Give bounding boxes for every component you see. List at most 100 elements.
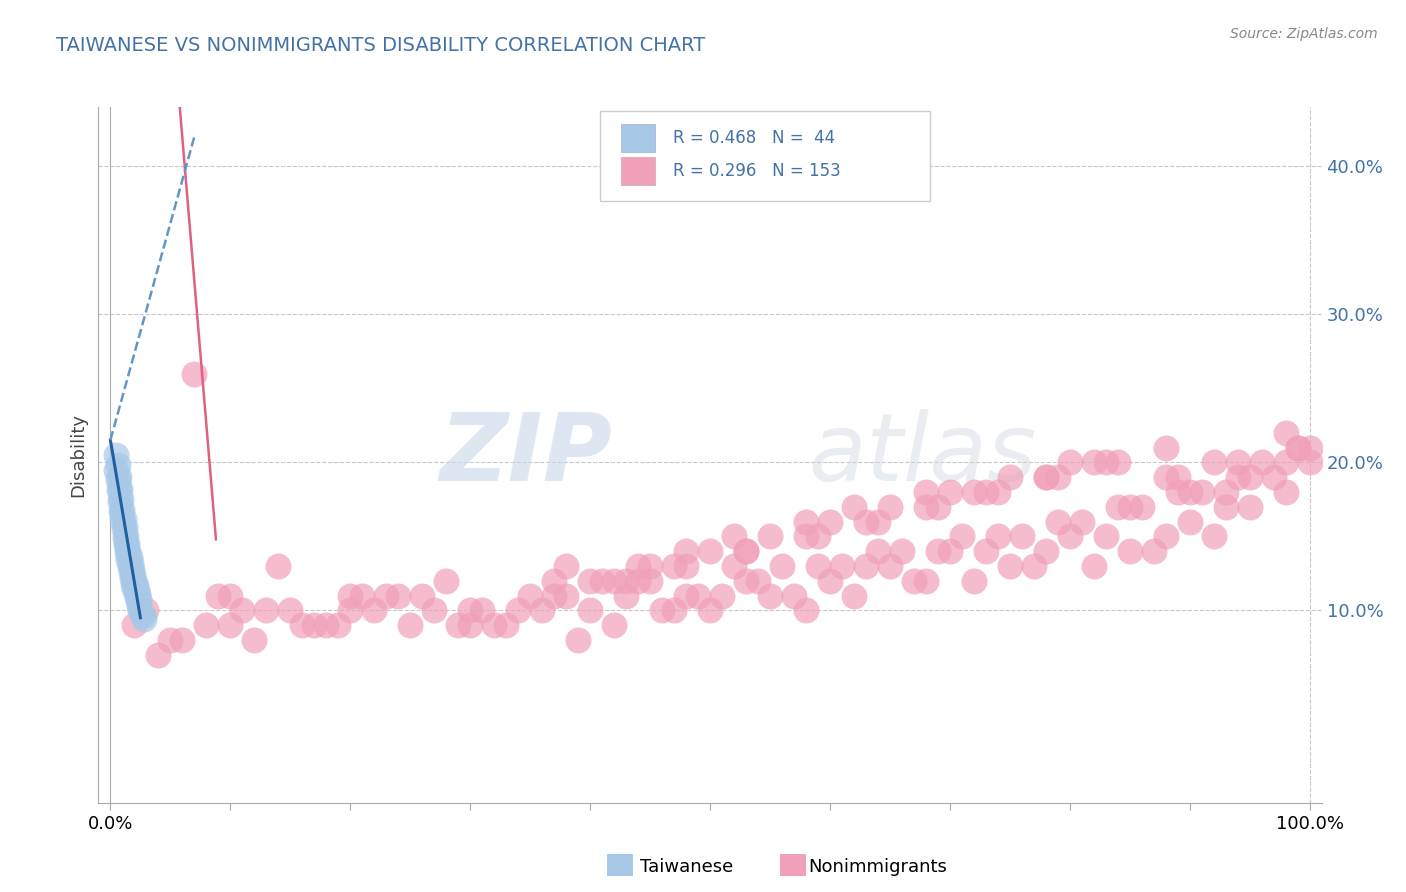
Text: atlas: atlas — [808, 409, 1036, 500]
Point — [131, 607, 153, 621]
Point — [267, 558, 290, 573]
Point — [127, 594, 149, 608]
Point — [122, 567, 145, 582]
Point — [118, 550, 141, 565]
Point — [770, 558, 793, 573]
Point — [110, 504, 132, 518]
Point — [939, 544, 962, 558]
Point — [159, 632, 181, 647]
Text: ZIP: ZIP — [439, 409, 612, 501]
Point — [125, 582, 148, 597]
Point — [132, 609, 155, 624]
Point — [1226, 470, 1249, 484]
Point — [1263, 470, 1285, 484]
Point — [555, 589, 578, 603]
Point — [866, 544, 889, 558]
Point — [1107, 455, 1129, 469]
Point — [1022, 558, 1045, 573]
Point — [1274, 484, 1296, 499]
Point — [1191, 484, 1213, 499]
Point — [423, 603, 446, 617]
Point — [818, 515, 841, 529]
Point — [1215, 500, 1237, 514]
Point — [543, 589, 565, 603]
Point — [115, 537, 138, 551]
Point — [1035, 544, 1057, 558]
Point — [879, 558, 901, 573]
Point — [531, 603, 554, 617]
Point — [120, 556, 142, 570]
Point — [699, 544, 721, 558]
Point — [1167, 470, 1189, 484]
Point — [927, 500, 949, 514]
Point — [879, 500, 901, 514]
Point — [603, 574, 626, 588]
Point — [304, 618, 326, 632]
Point — [105, 448, 128, 462]
Text: Source: ZipAtlas.com: Source: ZipAtlas.com — [1230, 27, 1378, 41]
Point — [434, 574, 457, 588]
Point — [723, 558, 745, 573]
Point — [555, 558, 578, 573]
Point — [411, 589, 433, 603]
Point — [132, 612, 155, 626]
Point — [110, 492, 132, 507]
Point — [458, 603, 481, 617]
Point — [124, 578, 146, 592]
Point — [124, 581, 146, 595]
Point — [915, 574, 938, 588]
Point — [195, 618, 218, 632]
Point — [1154, 470, 1177, 484]
Point — [890, 544, 912, 558]
Point — [759, 529, 782, 543]
Point — [927, 544, 949, 558]
Point — [794, 603, 817, 617]
Point — [723, 529, 745, 543]
Point — [112, 511, 135, 525]
Point — [950, 529, 973, 543]
Point — [111, 502, 134, 516]
Point — [1083, 558, 1105, 573]
Point — [458, 618, 481, 632]
Text: R = 0.468   N =  44: R = 0.468 N = 44 — [673, 129, 835, 147]
Point — [121, 571, 143, 585]
Point — [638, 558, 661, 573]
Point — [866, 515, 889, 529]
Point — [662, 558, 685, 573]
Point — [1094, 455, 1116, 469]
Point — [1274, 455, 1296, 469]
Point — [783, 589, 806, 603]
Point — [125, 590, 148, 604]
FancyBboxPatch shape — [600, 111, 931, 201]
Point — [974, 484, 997, 499]
Point — [1298, 441, 1320, 455]
Point — [1202, 529, 1225, 543]
Point — [122, 576, 145, 591]
Point — [508, 603, 530, 617]
Point — [842, 500, 865, 514]
Point — [903, 574, 925, 588]
Point — [148, 648, 170, 662]
Point — [387, 589, 409, 603]
Point — [963, 484, 986, 499]
Point — [108, 483, 129, 498]
Point — [105, 463, 128, 477]
Point — [120, 565, 142, 579]
Point — [1286, 441, 1309, 455]
Point — [998, 558, 1021, 573]
Point — [375, 589, 398, 603]
Point — [363, 603, 385, 617]
Point — [519, 589, 541, 603]
Point — [662, 603, 685, 617]
Point — [1239, 470, 1261, 484]
Point — [1070, 515, 1092, 529]
Point — [1011, 529, 1033, 543]
Text: Taiwanese: Taiwanese — [640, 858, 733, 876]
Point — [254, 603, 277, 617]
Point — [974, 544, 997, 558]
Point — [1046, 470, 1069, 484]
Point — [1094, 529, 1116, 543]
Point — [128, 591, 150, 606]
Point — [963, 574, 986, 588]
Point — [686, 589, 709, 603]
